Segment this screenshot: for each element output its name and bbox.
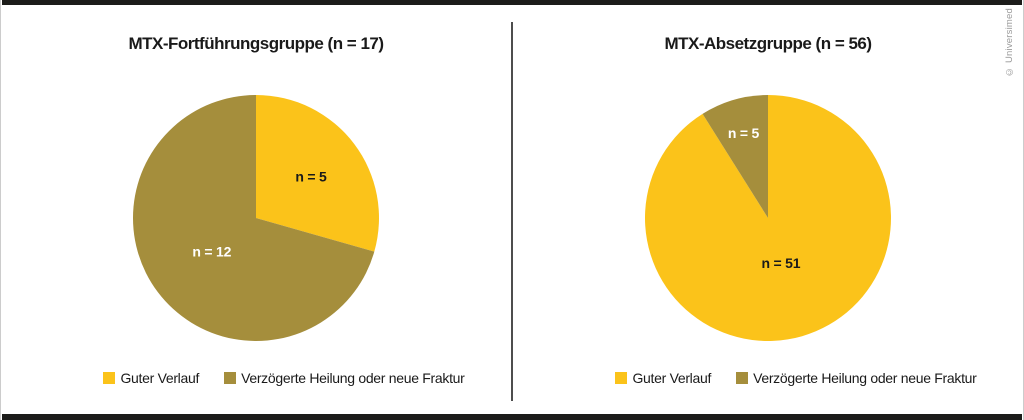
legend-label: Verzögerte Heilung oder neue Fraktur	[753, 370, 977, 386]
legend-swatch	[224, 372, 237, 384]
legend: Guter Verlauf Verzögerte Heilung oder neu…	[103, 370, 465, 386]
pie-slice-guter-verlauf	[256, 95, 379, 252]
legend-swatch	[615, 372, 628, 384]
legend-swatch	[103, 372, 116, 384]
vertical-divider	[511, 22, 513, 401]
legend-label: Verzögerte Heilung oder neue Fraktur	[241, 370, 465, 386]
legend-label: Guter Verlauf	[120, 370, 200, 386]
legend-swatch	[736, 372, 749, 384]
legend-item-guter-verlauf: Guter Verlauf	[615, 370, 711, 386]
slice-label: n = 12	[192, 243, 231, 259]
slice-label: n = 51	[761, 255, 800, 271]
chart-section-right: MTX-Absetzgruppe (n = 56) n = 51 n = 5 Gu…	[513, 5, 1023, 414]
chart-title: MTX-Fortführungsgruppe (n = 17)	[128, 34, 384, 53]
pie-slice-verz-gerte-heilung-oder-neue-fraktur	[132, 95, 375, 341]
legend: Guter Verlauf Verzögerte Heilung oder neu…	[615, 370, 977, 386]
slice-label: n = 5	[728, 125, 760, 141]
pie-slice-guter-verlauf	[644, 95, 891, 341]
bottom-border-bar	[2, 414, 1022, 420]
chart-title: MTX-Absetzgruppe (n = 56)	[664, 34, 872, 53]
slice-label: n = 5	[295, 169, 327, 185]
legend-label: Guter Verlauf	[632, 370, 712, 386]
legend-item-verz-gerte-heilung-oder-neue-fraktur: Verzögerte Heilung oder neue Fraktur	[736, 370, 977, 386]
legend-item-guter-verlauf: Guter Verlauf	[103, 370, 199, 386]
pie-chart-left: n = 5 n = 12	[132, 95, 379, 341]
pie-chart-right: n = 51 n = 5	[644, 95, 891, 341]
pie-slice-verz-gerte-heilung-oder-neue-fraktur	[702, 95, 768, 218]
legend-item-verz-gerte-heilung-oder-neue-fraktur: Verzögerte Heilung oder neue Fraktur	[224, 370, 465, 386]
top-border-bar	[2, 0, 1022, 5]
